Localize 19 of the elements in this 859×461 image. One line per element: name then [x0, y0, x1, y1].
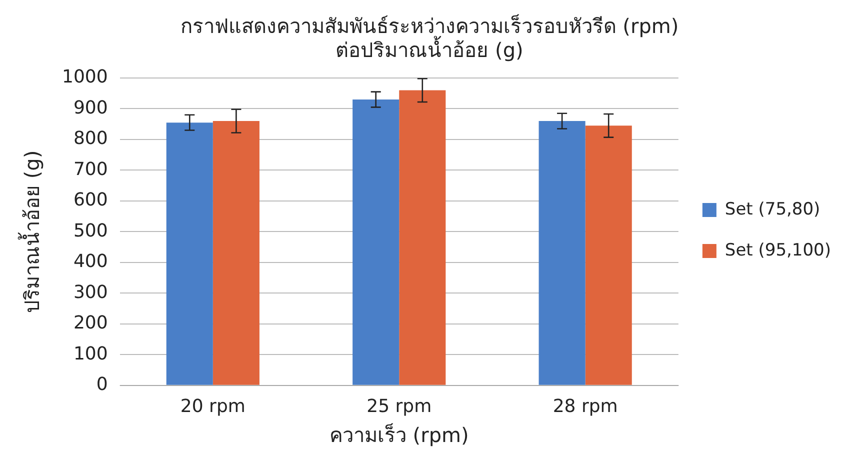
y-tick-label: 400 — [73, 251, 108, 272]
legend-label: Set (95,100) — [724, 240, 832, 260]
legend-label: Set (75,80) — [724, 199, 820, 220]
x-tick-label: 28 rpm — [552, 396, 618, 417]
y-tick-label: 800 — [73, 128, 108, 150]
y-tick-label: 500 — [73, 220, 108, 242]
x-tick-label: 20 rpm — [180, 396, 246, 417]
y-tick-label: 0 — [96, 374, 108, 396]
text: ต่อปริมาณน้ำอ้อย (g) — [336, 38, 524, 62]
x-tick-label: 25 rpm — [366, 396, 432, 417]
y-axis-title: ปริมาณน้ำอ้อย (g) — [18, 150, 44, 314]
y-tick-label: 100 — [73, 343, 108, 364]
y-tick-label: 300 — [73, 282, 108, 303]
y-tick-label: 200 — [73, 312, 108, 334]
y-tick-label: 700 — [73, 158, 108, 180]
x-axis-title: ความเร็ว (rpm) — [329, 422, 469, 448]
y-tick-label: 900 — [73, 97, 108, 118]
y-tick-label: 1000 — [62, 66, 108, 88]
y-tick-label: 600 — [73, 190, 108, 211]
